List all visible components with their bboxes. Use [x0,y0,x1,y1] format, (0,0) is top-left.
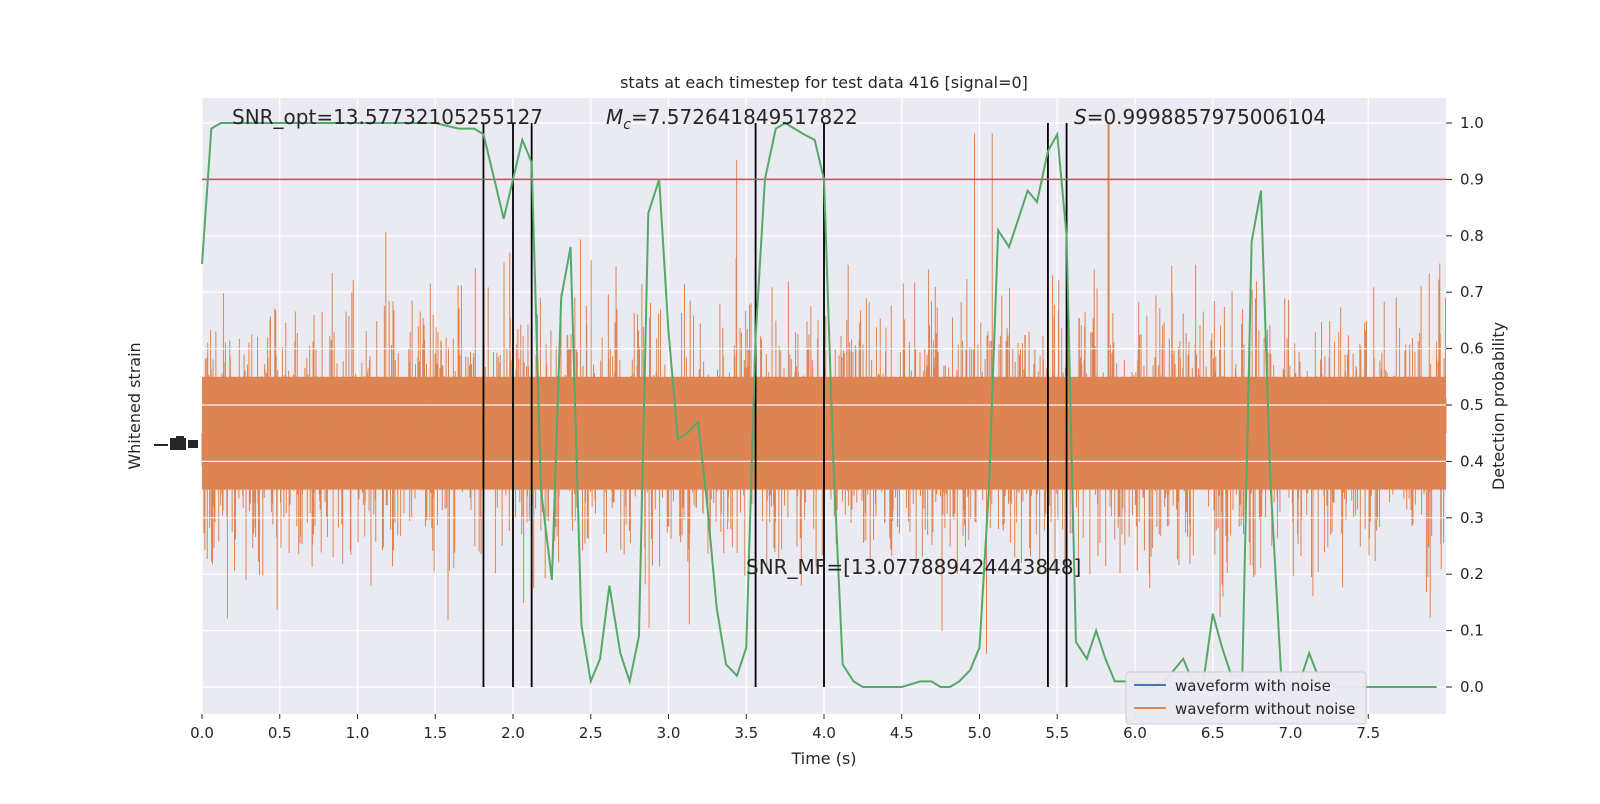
x-tick-label: 3.0 [657,724,681,742]
y-tick-label: 0.2 [1460,565,1484,583]
y-tick-label: 1.0 [1460,114,1484,132]
x-axis-label: Time (s) [790,749,856,768]
snr-opt-annotation: SNR_opt=13.57732105255127 [232,105,543,129]
x-tick-label: 6.5 [1201,724,1225,742]
s-symbol: S [1074,105,1087,129]
y-tick-label: 0.4 [1460,452,1484,470]
x-tick-label: 3.5 [734,724,758,742]
s-annotation: S=0.9998857975006104 [1074,105,1326,129]
legend-box [1125,671,1367,725]
x-tick-label: 1.0 [346,724,370,742]
x-tick-label: 2.5 [579,724,603,742]
chirp-mass-value: =7.572641849517822 [631,105,858,129]
chirp-mass-subscript: c [623,117,631,133]
y-tick-label: 0.1 [1460,622,1484,640]
chart-title: stats at each timestep for test data 416… [620,73,1028,92]
s-value: =0.9998857975006104 [1087,105,1326,129]
y-axis-left-label: Whitened strain [125,342,144,469]
y-tick-label: 0.6 [1460,340,1484,358]
chirp-mass-symbol: M [606,105,623,129]
x-tick-label: 0.0 [190,724,214,742]
y-tick-label: 0.5 [1460,396,1484,414]
y-tick-label: 0.7 [1460,283,1484,301]
x-axis-ticks: 0.0 0.5 1.0 1.5 2.0 2.5 3.0 3.5 4.0 4.5 5.0 5.5 6.0 6… [190,714,1380,742]
x-tick-label: 5.5 [1045,724,1069,742]
y-axis-right-ticks: 0.0 0.1 0.2 0.3 0.4 0.5 0.6 0.7 0.8 0.9 1.0 [1446,114,1484,696]
y-tick-label: 0.3 [1460,509,1484,527]
x-tick-label: 2.0 [501,724,525,742]
x-tick-label: 5.0 [968,724,992,742]
probability-line [201,121,1437,689]
snr-mf-annotation: SNR_MF=[13.077889424443848] [746,555,1081,579]
y-tick-label: 0.9 [1460,170,1484,188]
x-tick-label: 0.5 [268,724,292,742]
y-tick-label: 0.8 [1460,227,1484,245]
x-tick-label: 7.0 [1279,724,1303,742]
y-tick-label: 0.0 [1460,678,1484,696]
x-tick-label: 4.0 [812,724,836,742]
x-tick-label: 1.5 [423,724,447,742]
probability-series [201,121,1437,689]
legend-label-without-noise: waveform without noise [1175,700,1355,718]
x-tick-label: 6.0 [1123,724,1147,742]
left-axis-tick-cluster [154,436,198,450]
legend-label-with-noise: waveform with noise [1175,677,1331,695]
y-axis-right-label: Detection probability [1489,322,1508,490]
chirp-mass-annotation: Mc=7.572641849517822 [606,105,858,133]
vertical-lines [482,123,1068,687]
legend: waveform with noise waveform without noi… [1125,671,1367,725]
x-tick-label: 7.5 [1356,724,1380,742]
x-tick-label: 4.5 [890,724,914,742]
